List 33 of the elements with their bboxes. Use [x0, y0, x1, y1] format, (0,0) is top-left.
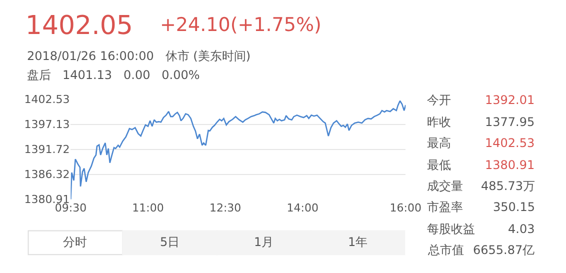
text: 盘后 1401.13 0.00 0.00%	[27, 68, 200, 82]
text: 成交量	[427, 179, 463, 193]
text: 6655.87亿	[473, 243, 535, 257]
text: 1392.01	[485, 93, 535, 107]
x-tick-label: 12:30	[209, 201, 242, 214]
x-tick-label: 11:00	[132, 201, 164, 214]
x-tick-label: 14:00	[286, 201, 318, 214]
text: 1月	[254, 235, 274, 249]
text: 市盈率	[427, 200, 463, 214]
x-tick-label: 16:00	[390, 201, 422, 214]
text: 5日	[160, 235, 180, 249]
line-series	[70, 100, 406, 200]
text: +24.10(+1.75%)	[160, 14, 322, 36]
text: 最低	[427, 158, 451, 172]
chart-title: 1402.05	[25, 11, 133, 42]
text: 昨收	[427, 115, 451, 129]
text: 1380.91	[485, 158, 535, 172]
text: 分时	[63, 235, 87, 249]
text: 1年	[348, 235, 368, 249]
text: 总市值	[427, 243, 464, 257]
text: 2018/01/26 16:00:00 休市 (美东时间)	[27, 49, 250, 63]
text: 1377.95	[485, 115, 535, 129]
text: 485.73万	[481, 179, 535, 193]
text: 4.03	[508, 222, 535, 236]
y-tick-label: 1402.53	[24, 93, 70, 106]
text: 1402.53	[485, 136, 535, 150]
text: 今开	[427, 93, 451, 107]
text: 每股收益	[427, 222, 475, 236]
y-tick-label: 1397.13	[24, 118, 70, 132]
y-tick-label: 1391.72	[24, 143, 70, 156]
y-tick-label: 1386.32	[24, 168, 70, 182]
text: 最高	[427, 136, 451, 150]
text: 350.15	[493, 200, 535, 214]
